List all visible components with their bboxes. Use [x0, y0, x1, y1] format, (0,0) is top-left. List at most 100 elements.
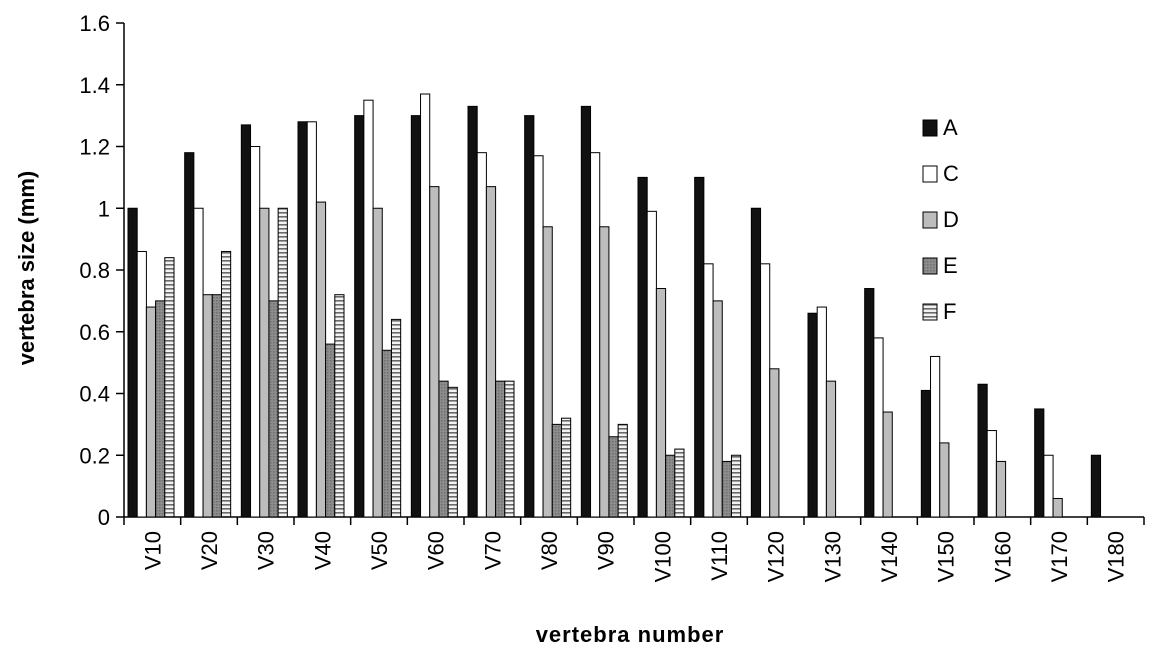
bar-E-V60 [438, 380, 449, 518]
legend-swatch-F [922, 303, 938, 321]
bar-A-V160 [977, 383, 988, 518]
legend-label-C: C [943, 161, 959, 186]
y-tick-label: 0.6 [79, 320, 110, 345]
bar-C-V160 [986, 430, 997, 518]
bar-F-V50 [390, 318, 402, 518]
x-tick-label: V10 [140, 531, 165, 570]
x-tick-label: V20 [197, 531, 222, 570]
bar-F-V80 [560, 417, 572, 518]
x-tick-label: V180 [1104, 531, 1129, 582]
bar-C-V50 [363, 99, 374, 518]
bar-D-V40 [315, 201, 327, 518]
y-axis-title: vertebra size (mm) [14, 171, 39, 365]
bar-C-V130 [816, 306, 827, 518]
bar-C-V10 [136, 250, 147, 518]
y-tick-label: 0.8 [79, 258, 110, 283]
y-tick-label: 1 [98, 196, 110, 221]
bar-D-V50 [372, 207, 383, 518]
bar-D-V70 [485, 186, 497, 518]
x-tick-label: V120 [764, 531, 789, 582]
bar-F-V60 [447, 386, 458, 518]
bar-D-V160 [995, 460, 1007, 518]
bar-A-V30 [240, 124, 252, 518]
y-tick-label: 1.2 [79, 135, 110, 160]
bar-A-V150 [920, 389, 932, 518]
bar-D-V110 [712, 300, 723, 518]
bar-E-V80 [551, 423, 562, 518]
bar-C-V80 [533, 155, 544, 518]
bar-A-V110 [694, 176, 705, 518]
bar-C-V30 [250, 146, 261, 518]
bar-A-V100 [637, 176, 648, 518]
legend-label-F: F [943, 299, 956, 324]
bar-E-V20 [211, 294, 222, 518]
bars [127, 93, 1102, 518]
x-tick-label: V30 [254, 531, 279, 570]
bar-D-V60 [429, 186, 440, 518]
bar-D-V100 [655, 288, 667, 518]
bar-A-V70 [467, 105, 478, 518]
legend-swatch-D [922, 211, 938, 229]
bar-A-V120 [750, 207, 762, 518]
axes: 0 0.2 0.4 0.6 0.8 1 1.2 1.4 1.6 V10 V20 V30 V40 V50 V6… [79, 11, 1145, 582]
x-tick-label: V90 [594, 531, 619, 570]
bar-F-V90 [617, 423, 628, 518]
x-tick-label: V60 [424, 531, 449, 570]
bar-D-V170 [1052, 497, 1063, 518]
legend-label-D: D [943, 207, 959, 232]
bar-E-V50 [381, 349, 392, 518]
bar-A-V60 [410, 115, 422, 518]
legend-swatch-E [922, 257, 938, 275]
x-tick-label: V40 [310, 531, 335, 570]
bar-D-V130 [825, 380, 837, 518]
bar-E-V90 [608, 436, 619, 518]
bar-E-V100 [665, 454, 676, 518]
x-tick-label: V140 [877, 531, 902, 582]
bar-E-V30 [268, 300, 279, 518]
bar-A-V40 [297, 121, 308, 518]
y-tick-label: 0.2 [79, 443, 110, 468]
legend-label-E: E [943, 253, 958, 278]
y-tick-label: 1.4 [79, 73, 110, 98]
bar-C-V100 [646, 210, 657, 518]
bar-C-V140 [873, 337, 884, 518]
x-tick-label: V130 [820, 531, 845, 582]
bar-D-V120 [769, 368, 780, 518]
x-tick-label: V150 [934, 531, 959, 582]
bar-C-V120 [760, 263, 771, 518]
y-tick-label: 0.4 [79, 382, 110, 407]
x-axis-title: vertebra number [536, 622, 725, 647]
bar-F-V20 [220, 250, 232, 518]
bar-A-V50 [354, 115, 365, 518]
bar-A-V180 [1090, 454, 1102, 518]
bar-F-V100 [674, 448, 685, 518]
y-tick-label: 1.6 [79, 11, 110, 36]
bar-C-V110 [703, 263, 714, 518]
bar-A-V90 [580, 105, 592, 518]
bar-C-V90 [590, 152, 601, 518]
bar-F-V30 [277, 207, 288, 518]
bar-A-V170 [1034, 408, 1045, 518]
bar-D-V80 [542, 226, 553, 518]
bar-C-V40 [306, 121, 317, 518]
x-tick-label: V80 [537, 531, 562, 570]
bar-D-V30 [259, 207, 270, 518]
x-tick-label: V110 [707, 531, 732, 581]
bar-A-V10 [127, 207, 138, 518]
legend-swatch-A [922, 119, 938, 137]
x-tick-label: V70 [480, 531, 505, 570]
bar-F-V110 [730, 454, 742, 518]
bar-D-V140 [882, 411, 893, 518]
legend-swatch-C [922, 165, 938, 183]
bar-F-V40 [334, 294, 345, 518]
bar-A-V140 [864, 288, 875, 518]
bar-E-V70 [495, 380, 506, 518]
bar-C-V20 [193, 207, 204, 518]
x-tick-label: V100 [650, 531, 675, 582]
bar-A-V130 [807, 312, 818, 518]
bar-C-V150 [930, 355, 941, 518]
bar-C-V170 [1043, 454, 1054, 518]
